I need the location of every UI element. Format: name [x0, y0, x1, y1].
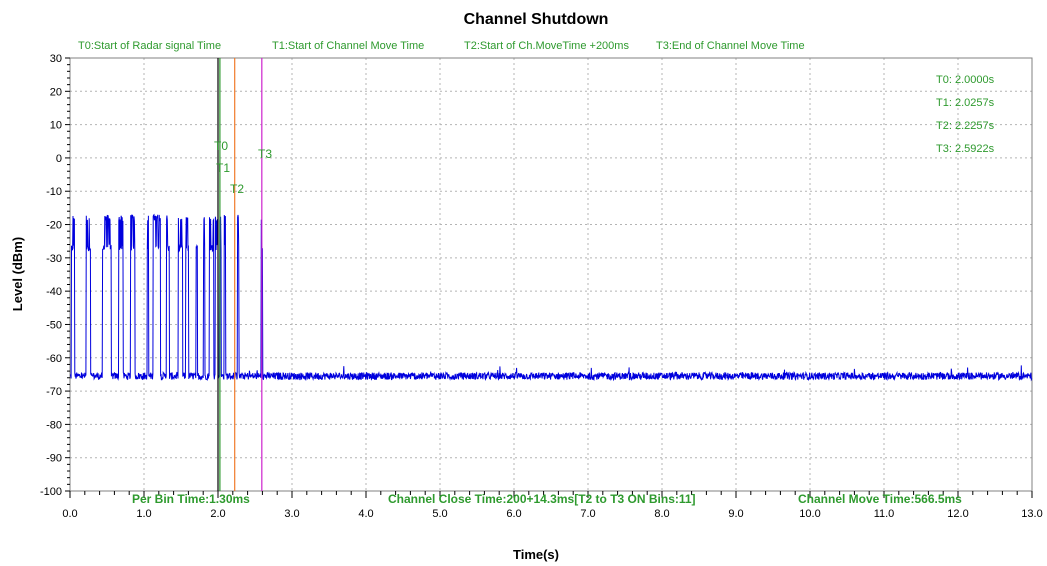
y-tick-label: -70 — [46, 386, 62, 398]
readout-t2: T2: 2.2257s — [936, 120, 995, 132]
grid — [70, 58, 1032, 491]
y-tick-label: -60 — [46, 353, 62, 365]
legend-t0: T0:Start of Radar signal Time — [78, 40, 221, 52]
x-tick-label: 10.0 — [799, 508, 820, 520]
y-tick-label: 20 — [50, 86, 62, 98]
x-tick-label: 5.0 — [432, 508, 447, 520]
y-tick-label: -30 — [46, 253, 62, 265]
legend-t1: T1:Start of Channel Move Time — [272, 40, 424, 52]
x-tick-label: 2.0 — [210, 508, 225, 520]
y-axis: 30 20 10 0 -10 -20 -30 -40 -50 -60 -70 -80 -90 -100 — [40, 53, 70, 498]
y-tick-label: 0 — [56, 153, 62, 165]
per-bin-time: Per Bin Time:1.30ms — [132, 492, 250, 506]
x-tick-label: 8.0 — [654, 508, 669, 520]
y-tick-label: -100 — [40, 486, 62, 498]
y-tick-label: -10 — [46, 186, 62, 198]
readout-t3: T3: 2.5922s — [936, 143, 995, 155]
y-tick-label: -40 — [46, 286, 62, 298]
channel-move-time: Channel Move Time:566.5ms — [798, 492, 962, 506]
legend-t2: T2:Start of Ch.MoveTime +200ms — [464, 40, 629, 52]
x-tick-label: 12.0 — [947, 508, 968, 520]
legend-t3: T3:End of Channel Move Time — [656, 40, 805, 52]
y-tick-label: -20 — [46, 220, 62, 232]
x-tick-label: 13.0 — [1021, 508, 1042, 520]
x-tick-label: 6.0 — [506, 508, 521, 520]
readout-t0: T0: 2.0000s — [936, 74, 995, 86]
y-axis-label: Level (dBm) — [10, 237, 25, 311]
y-tick-label: -80 — [46, 419, 62, 431]
y-tick-label: -50 — [46, 319, 62, 331]
marker-label-t2: T2 — [230, 182, 244, 196]
x-tick-label: 11.0 — [874, 508, 895, 520]
y-tick-label: 10 — [50, 120, 62, 132]
x-tick-label: 3.0 — [284, 508, 299, 520]
x-tick-label: 1.0 — [136, 508, 151, 520]
x-axis-label: Time(s) — [513, 547, 559, 562]
y-tick-label: 30 — [50, 53, 62, 65]
x-tick-label: 4.0 — [358, 508, 373, 520]
readout-t1: T1: 2.0257s — [936, 97, 995, 109]
chart-title: Channel Shutdown — [464, 11, 609, 28]
channel-close-time: Channel Close Time:200+14.3ms[T2 to T3 O… — [388, 492, 696, 506]
plot-area — [70, 58, 1032, 491]
signal-trace — [70, 215, 1032, 380]
y-tick-label: -90 — [46, 453, 62, 465]
x-tick-label: 9.0 — [728, 508, 743, 520]
marker-label-t0: T0 — [214, 139, 228, 153]
marker-label-t3: T3 — [258, 147, 272, 161]
x-tick-label: 0.0 — [62, 508, 77, 520]
marker-label-t1: T1 — [216, 161, 230, 175]
x-tick-label: 7.0 — [580, 508, 595, 520]
